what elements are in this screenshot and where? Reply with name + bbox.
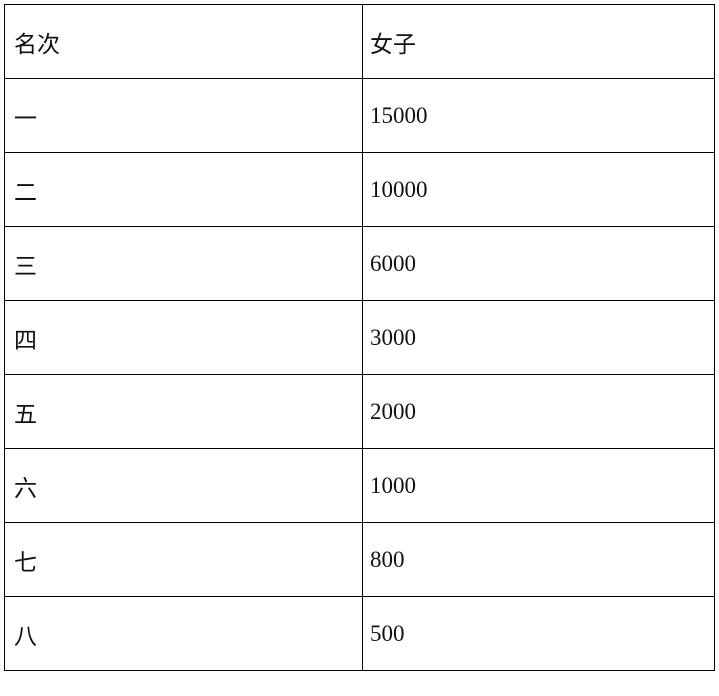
table-row: 二 10000 <box>4 152 715 227</box>
women-cell: 500 <box>362 596 715 671</box>
women-cell: 6000 <box>362 226 715 301</box>
rank-cell: 六 <box>4 448 363 523</box>
header-row: 名次 女子 <box>4 4 715 79</box>
rank-cell: 五 <box>4 374 363 449</box>
prize-table: 名次 女子 一 15000 二 10000 三 6000 四 3000 五 2000 六 1000 七 8… <box>4 4 715 671</box>
women-cell: 10000 <box>362 152 715 227</box>
women-cell: 1000 <box>362 448 715 523</box>
table-row: 五 2000 <box>4 374 715 449</box>
rank-cell: 七 <box>4 522 363 597</box>
rank-cell: 四 <box>4 300 363 375</box>
women-cell: 3000 <box>362 300 715 375</box>
rank-cell: 八 <box>4 596 363 671</box>
table-row: 六 1000 <box>4 448 715 523</box>
women-cell: 2000 <box>362 374 715 449</box>
table-row: 一 15000 <box>4 78 715 153</box>
header-women: 女子 <box>362 4 715 79</box>
rank-cell: 三 <box>4 226 363 301</box>
women-cell: 15000 <box>362 78 715 153</box>
rank-cell: 一 <box>4 78 363 153</box>
table-row: 四 3000 <box>4 300 715 375</box>
table-row: 三 6000 <box>4 226 715 301</box>
table-row: 八 500 <box>4 596 715 671</box>
women-cell: 800 <box>362 522 715 597</box>
rank-cell: 二 <box>4 152 363 227</box>
header-rank: 名次 <box>4 4 363 79</box>
table-row: 七 800 <box>4 522 715 597</box>
